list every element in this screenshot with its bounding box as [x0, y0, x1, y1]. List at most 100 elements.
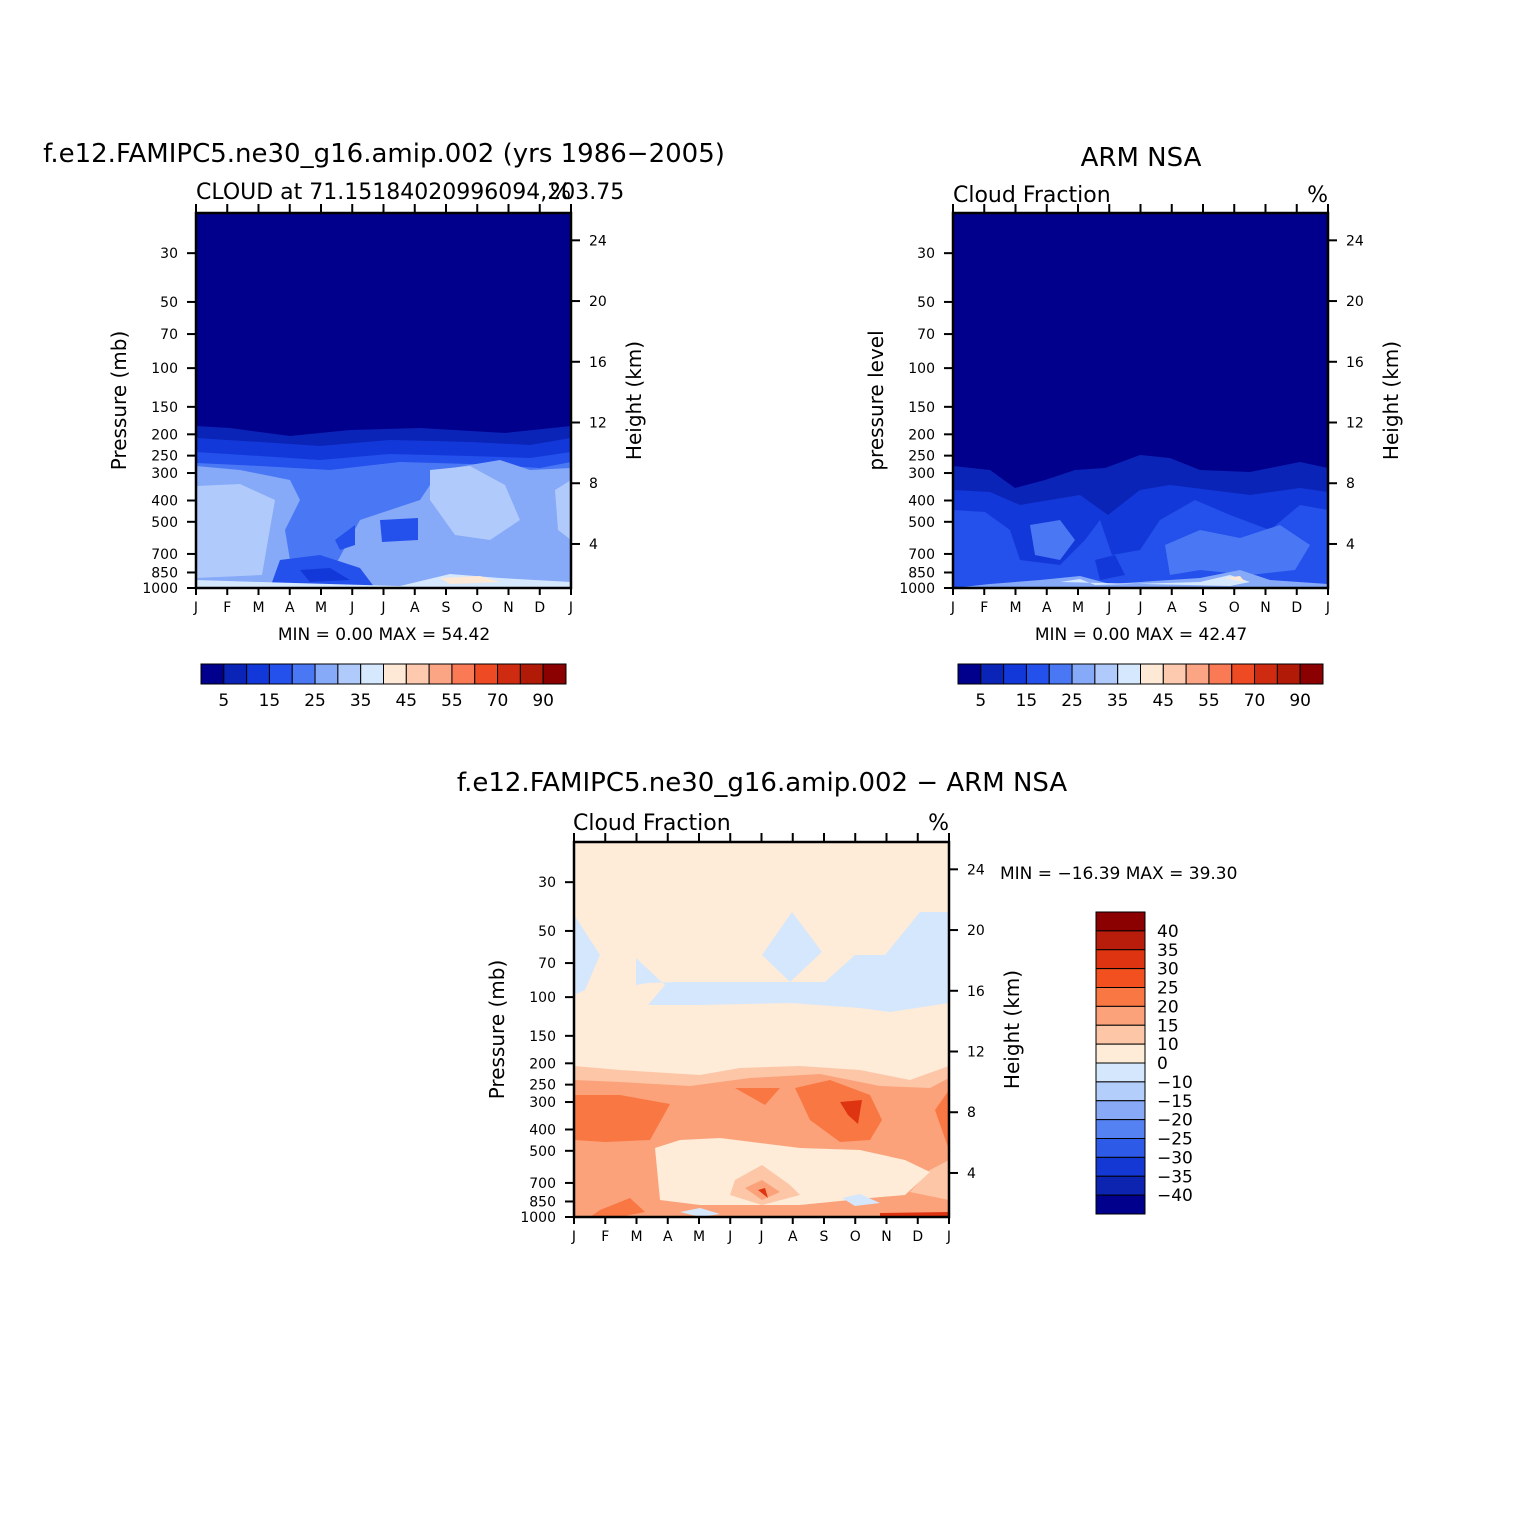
y-tick-label: 70	[917, 327, 935, 343]
contour-level-4	[1165, 525, 1310, 575]
colorbar-label: 15	[1016, 691, 1038, 711]
colorbar-box	[1095, 1005, 1146, 1026]
x-tick-label: J	[1137, 600, 1142, 616]
x-tick-label: J	[193, 600, 198, 616]
y2-tick-label: 24	[589, 233, 607, 249]
panel-model-colorbar: 5 15 25 35 45 55 70 90	[200, 663, 567, 711]
panel-obs-subtitle: Cloud Fraction	[953, 183, 1111, 208]
y-tick-label: 100	[529, 990, 556, 1006]
colorbar-label: 15	[259, 691, 281, 711]
colorbar-box	[1095, 968, 1146, 988]
colorbar-label: 5	[975, 691, 986, 711]
x-tick-label: M	[315, 600, 327, 616]
y-tick-label: 1000	[142, 581, 178, 597]
y2-tick-label: 12	[589, 416, 607, 432]
contour-level-neg-b	[636, 912, 949, 1012]
y-tick-label: 300	[151, 466, 178, 482]
y2-tick-label: 4	[589, 537, 598, 553]
colorbar-box	[1117, 663, 1141, 685]
y-tick-label: 700	[529, 1176, 556, 1192]
colorbar-label: 30	[1157, 960, 1179, 980]
y-tick-label: 200	[151, 427, 178, 443]
colorbar-label: 55	[1198, 691, 1220, 711]
y-tick-label: 400	[529, 1123, 556, 1139]
y2-tick-label: 4	[967, 1166, 976, 1182]
colorbar-box	[1095, 987, 1146, 1007]
colorbar-label: 15	[1157, 1016, 1179, 1036]
contour-level-20b	[735, 1088, 780, 1105]
y-tick-label: 1000	[520, 1210, 556, 1226]
y2-axis-label: Height (km)	[622, 341, 646, 460]
colorbar-label: 25	[304, 691, 326, 711]
panel-obs-stats: MIN = 0.00 MAX = 42.47	[1035, 625, 1247, 645]
contour-level-20d	[935, 1090, 949, 1150]
panel-model-stats: MIN = 0.00 MAX = 54.42	[278, 625, 490, 645]
panel-model-field	[196, 213, 571, 588]
panel-diff-field	[574, 842, 949, 1217]
y-tick-label: 500	[908, 515, 935, 531]
y-tick-label: 70	[538, 956, 556, 972]
colorbar-box	[360, 663, 384, 685]
contour-level-dark-a	[335, 525, 355, 550]
colorbar-label: −30	[1157, 1148, 1193, 1168]
contour-level-6a	[196, 484, 275, 578]
y-axis-label: Pressure (mb)	[107, 331, 131, 471]
colorbar-box	[1276, 663, 1301, 685]
colorbar-box	[291, 663, 316, 685]
y-tick-label: 700	[908, 547, 935, 563]
x-tick-label: M	[252, 600, 264, 616]
panel-model-title: f.e12.FAMIPC5.ne30_g16.amip.002 (yrs 198…	[43, 139, 725, 169]
y-tick-label: 150	[529, 1029, 556, 1045]
colorbar-box	[1095, 1081, 1146, 1102]
colorbar-box	[1095, 1062, 1146, 1083]
colorbar-box	[474, 663, 499, 685]
colorbar-label: 90	[532, 691, 554, 711]
colorbar-box	[1095, 1119, 1146, 1139]
y2-tick-label: 24	[967, 862, 985, 878]
x-tick-label: D	[912, 1229, 923, 1245]
x-tick-label: A	[285, 600, 295, 616]
x-tick-label: F	[601, 1229, 609, 1245]
colorbar-label: −15	[1157, 1092, 1193, 1112]
colorbar-box	[1071, 663, 1096, 685]
colorbar-label: 25	[1061, 691, 1083, 711]
panel-obs-colorbar: 5 15 25 35 45 55 70 90	[957, 663, 1324, 711]
colorbar-label: 90	[1289, 691, 1311, 711]
y-tick-label: 250	[151, 449, 178, 465]
colorbar-box	[1095, 949, 1146, 970]
colorbar-box	[1095, 1024, 1146, 1045]
y-tick-label: 150	[151, 400, 178, 416]
panel-diff: f.e12.FAMIPC5.ne30_g16.amip.002 − ARM NS…	[457, 768, 1238, 1245]
y-tick-label: 1000	[899, 581, 935, 597]
y2-tick-label: 4	[1346, 537, 1355, 553]
colorbar-label: 25	[1157, 979, 1179, 999]
contour-level-neg-a	[574, 915, 600, 995]
contour-level-6b	[430, 466, 520, 540]
panel-diff-title: f.e12.FAMIPC5.ne30_g16.amip.002 − ARM NS…	[457, 768, 1068, 798]
x-tick-label: O	[472, 600, 483, 616]
x-tick-label: D	[534, 600, 545, 616]
y-tick-label: 30	[917, 246, 935, 262]
colorbar-box	[1095, 1043, 1146, 1064]
contour-level-blob	[1030, 520, 1075, 560]
colorbar-label: 45	[395, 691, 417, 711]
colorbar-box	[200, 663, 225, 685]
y2-tick-label: 20	[1346, 294, 1364, 310]
y-tick-label: 30	[160, 246, 178, 262]
colorbar-label: 70	[1244, 691, 1266, 711]
contour-level-inner-25	[758, 1188, 768, 1198]
y-tick-label: 30	[538, 875, 556, 891]
colorbar-box	[268, 663, 293, 685]
panel-obs-units: %	[1307, 183, 1328, 208]
contour-level-inner-0	[655, 1138, 930, 1205]
colorbar-label: 45	[1152, 691, 1174, 711]
colorbar-box	[1162, 663, 1187, 685]
contour-level-warm	[1225, 576, 1245, 582]
y-tick-label: 500	[151, 515, 178, 531]
x-tick-label: A	[1167, 600, 1177, 616]
y-axis-label: Pressure (mb)	[485, 960, 509, 1100]
colorbar-box	[405, 663, 430, 685]
colorbar-box	[542, 663, 567, 685]
contour-level-dark-b	[380, 518, 418, 542]
